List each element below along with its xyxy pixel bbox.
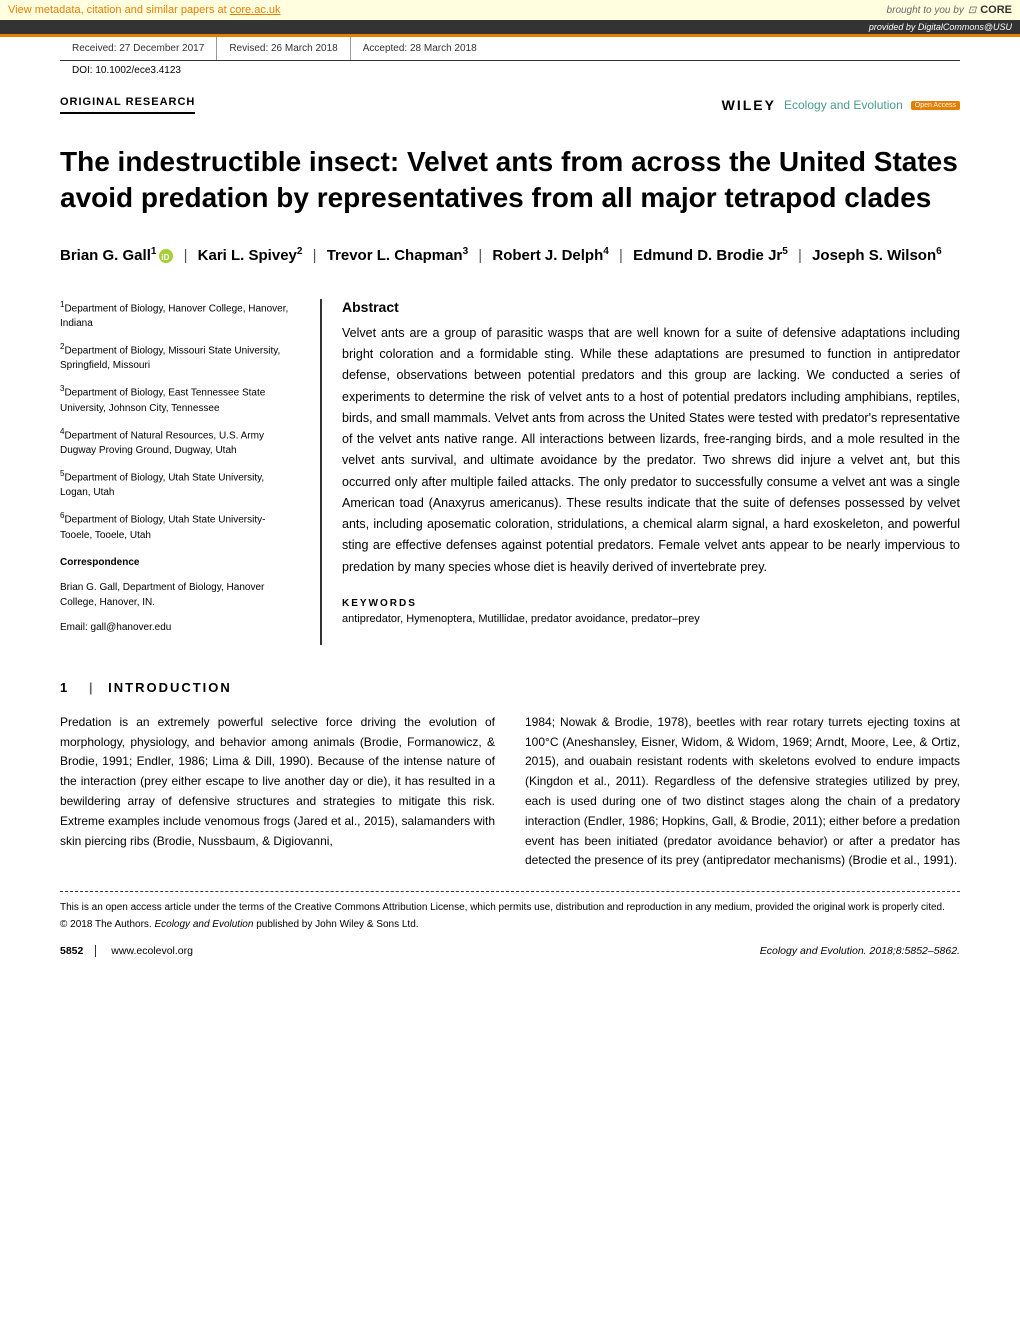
- keywords-header: KEYWORDS: [342, 598, 960, 609]
- correspondence-email: Email: gall@hanover.edu: [60, 620, 290, 635]
- affiliation: 4Department of Natural Resources, U.S. A…: [60, 426, 290, 458]
- author-separator: |: [478, 247, 482, 264]
- authors-list: Brian G. Gall1 | Kari L. Spivey2 | Trevo…: [60, 242, 960, 269]
- author: Kari L. Spivey2: [198, 247, 303, 264]
- abstract-column: Abstract Velvet ants are a group of para…: [320, 299, 960, 645]
- body-column-left: Predation is an extremely powerful selec…: [60, 713, 495, 871]
- publisher-badge: WILEY Ecology and Evolution Open Access: [722, 97, 960, 113]
- author-separator: |: [798, 247, 802, 264]
- abstract-text: Velvet ants are a group of parasitic was…: [342, 323, 960, 578]
- affiliations-abstract-row: 1Department of Biology, Hanover College,…: [60, 299, 960, 645]
- provided-bar: provided by DigitalCommons@USU: [0, 20, 1020, 34]
- affiliation: 1Department of Biology, Hanover College,…: [60, 299, 290, 331]
- footer-left: 5852 www.ecolevol.org: [60, 945, 193, 957]
- affiliations-column: 1Department of Biology, Hanover College,…: [60, 299, 290, 645]
- journal-name: Ecology and Evolution: [784, 98, 903, 112]
- author-separator: |: [313, 247, 317, 264]
- author: Robert J. Delph4: [492, 247, 608, 264]
- orcid-icon[interactable]: [159, 249, 173, 263]
- revised-date: Revised: 26 March 2018: [217, 37, 350, 60]
- metadata-prefix: View metadata, citation and similar pape…: [8, 4, 230, 16]
- section-header: 1 | INTRODUCTION: [60, 680, 960, 695]
- author-aff: 6: [936, 246, 942, 257]
- aff-text: Department of Biology, Utah State Univer…: [60, 515, 265, 541]
- copyright-journal: Ecology and Evolution: [154, 919, 253, 930]
- article-type: ORIGINAL RESEARCH: [60, 96, 195, 114]
- author-name: Robert J. Delph: [492, 247, 603, 264]
- footer-row: 5852 www.ecolevol.org Ecology and Evolut…: [60, 945, 960, 957]
- author-name: Brian G. Gall: [60, 247, 151, 264]
- footer-citation: Ecology and Evolution. 2018;8:5852–5862.: [760, 945, 960, 957]
- copyright: © 2018 The Authors. Ecology and Evolutio…: [60, 919, 960, 930]
- core-logo: CORE: [980, 4, 1012, 16]
- metadata-text: View metadata, citation and similar pape…: [8, 4, 281, 16]
- wiley-logo: WILEY: [722, 97, 776, 113]
- author-name: Edmund D. Brodie Jr: [633, 247, 782, 264]
- copyright-suffix: published by John Wiley & Sons Ltd.: [253, 919, 418, 930]
- author-separator: |: [184, 247, 188, 264]
- aff-text: Department of Biology, East Tennessee St…: [60, 388, 265, 414]
- author-aff: 4: [603, 246, 609, 257]
- affiliation: 5Department of Biology, Utah State Unive…: [60, 468, 290, 500]
- license-text: This is an open access article under the…: [60, 900, 960, 915]
- core-icon: ⊡: [968, 5, 976, 16]
- core-link[interactable]: core.ac.uk: [230, 4, 281, 16]
- footer-url: www.ecolevol.org: [111, 945, 193, 957]
- aff-text: Department of Biology, Hanover College, …: [60, 303, 288, 329]
- dates-row: Received: 27 December 2017 Revised: 26 M…: [60, 37, 960, 61]
- section-number: 1: [60, 680, 69, 695]
- author-name: Kari L. Spivey: [198, 247, 297, 264]
- article-title: The indestructible insect: Velvet ants f…: [60, 144, 960, 217]
- open-access-badge: Open Access: [911, 101, 960, 110]
- affiliation: 6Department of Biology, Utah State Unive…: [60, 510, 290, 542]
- author-aff: 1: [151, 246, 157, 257]
- body-column-right: 1984; Nowak & Brodie, 1978), beetles wit…: [525, 713, 960, 871]
- metadata-bar: View metadata, citation and similar pape…: [0, 0, 1020, 20]
- abstract-header: Abstract: [342, 299, 960, 315]
- article-content: Received: 27 December 2017 Revised: 26 M…: [0, 37, 1020, 987]
- author: Trevor L. Chapman3: [327, 247, 468, 264]
- core-badge: brought to you by ⊡ CORE: [887, 4, 1012, 16]
- author: Brian G. Gall1: [60, 247, 173, 264]
- correspondence-text: Brian G. Gall, Department of Biology, Ha…: [60, 580, 290, 610]
- author-aff: 2: [297, 246, 303, 257]
- correspondence-header: Correspondence: [60, 555, 290, 570]
- author-name: Joseph S. Wilson: [812, 247, 936, 264]
- author-aff: 5: [782, 246, 788, 257]
- page-number: 5852: [60, 945, 96, 957]
- brought-by-text: brought to you by: [887, 5, 964, 16]
- author: Joseph S. Wilson6: [812, 247, 942, 264]
- copyright-text: © 2018 The Authors.: [60, 919, 154, 930]
- author-name: Trevor L. Chapman: [327, 247, 463, 264]
- author-aff: 3: [463, 246, 469, 257]
- aff-text: Department of Biology, Utah State Univer…: [60, 472, 264, 498]
- header-row: ORIGINAL RESEARCH WILEY Ecology and Evol…: [60, 96, 960, 114]
- accepted-date: Accepted: 28 March 2018: [351, 37, 489, 60]
- doi: DOI: 10.1002/ece3.4123: [60, 61, 960, 86]
- affiliation: 2Department of Biology, Missouri State U…: [60, 341, 290, 373]
- author: Edmund D. Brodie Jr5: [633, 247, 788, 264]
- body-columns: Predation is an extremely powerful selec…: [60, 713, 960, 871]
- footer-section: This is an open access article under the…: [60, 891, 960, 930]
- keywords-text: antipredator, Hymenoptera, Mutillidae, p…: [342, 613, 960, 625]
- received-date: Received: 27 December 2017: [60, 37, 217, 60]
- author-separator: |: [619, 247, 623, 264]
- aff-text: Department of Biology, Missouri State Un…: [60, 345, 280, 371]
- affiliation: 3Department of Biology, East Tennessee S…: [60, 383, 290, 415]
- aff-text: Department of Natural Resources, U.S. Ar…: [60, 430, 264, 456]
- section-title: INTRODUCTION: [108, 680, 232, 695]
- section-pipe: |: [89, 680, 95, 695]
